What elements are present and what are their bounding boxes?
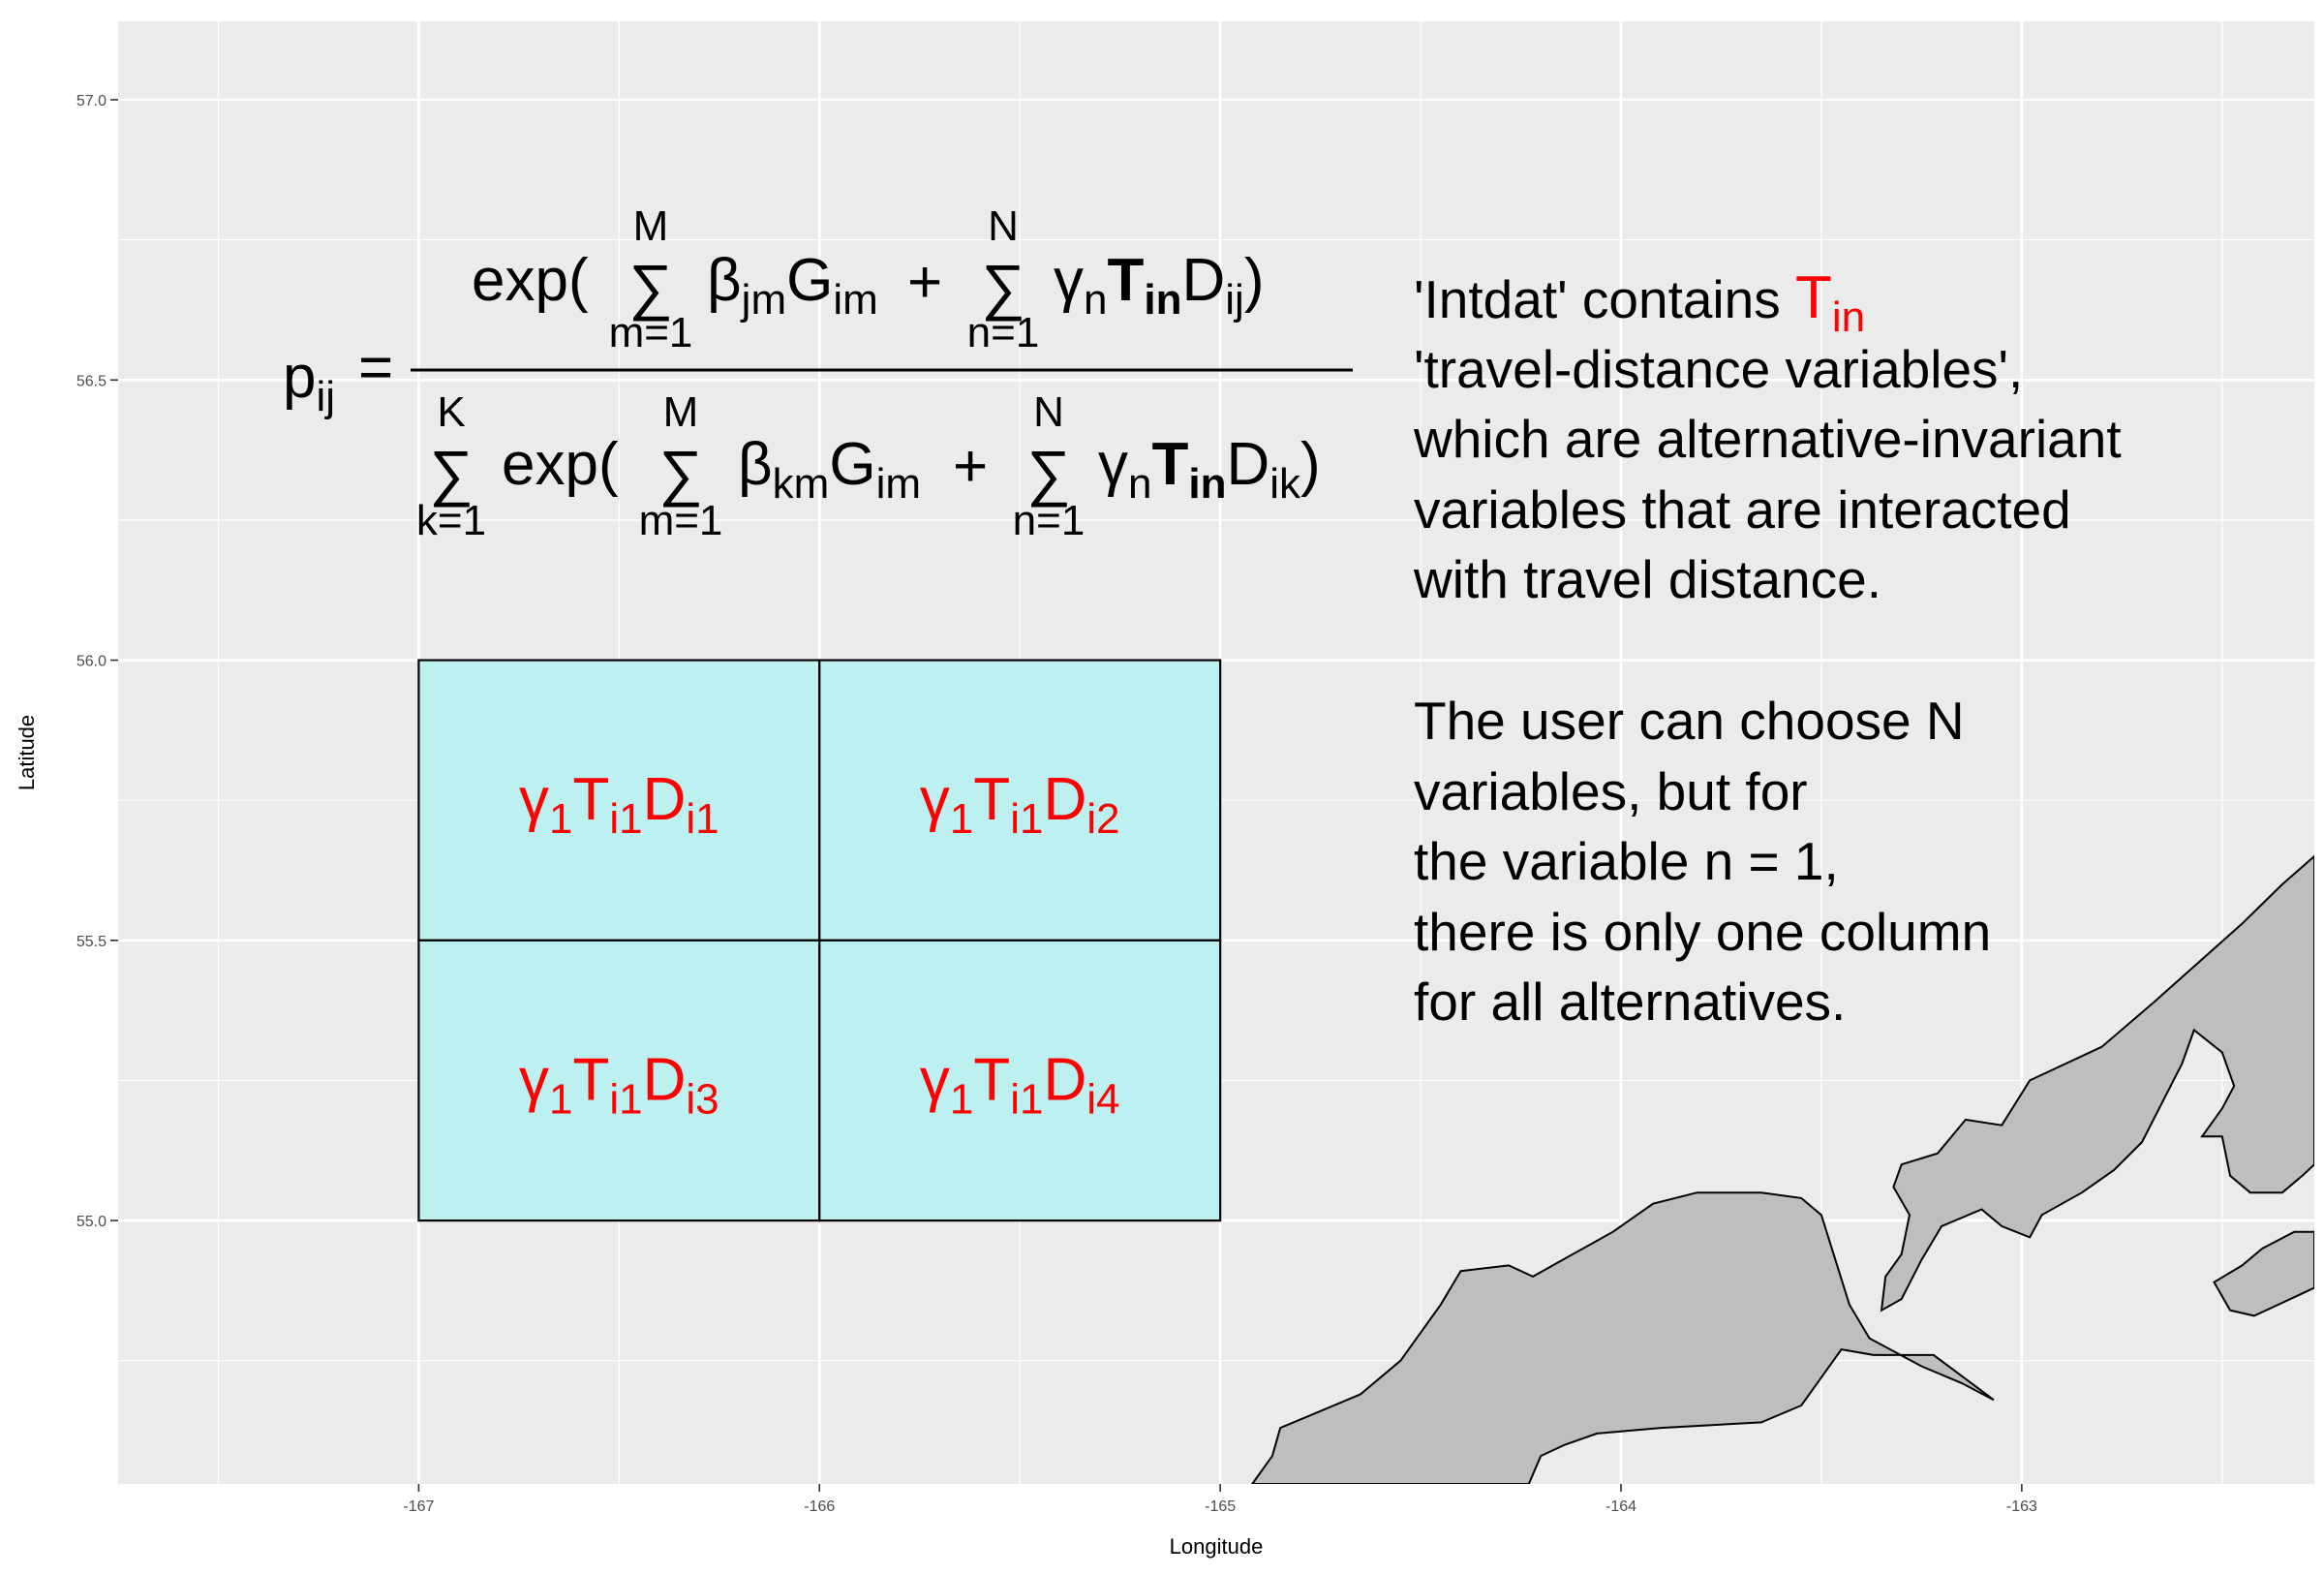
- note-line-1: 'Intdat' contains Tin: [1414, 264, 1865, 341]
- denominator-sum-m-lower: m=1: [639, 497, 723, 544]
- y-tick-label: 55.0: [76, 1214, 107, 1230]
- denominator-sum-n-upper: N: [1033, 388, 1064, 436]
- axes: -167 -166 -165 -164 -163 55.0 55.5 56.0 56.5 57.0: [76, 93, 2037, 1515]
- denominator-plus: +: [953, 433, 988, 500]
- numerator-gamma-term: γnTinDij): [1054, 247, 1264, 324]
- denominator-sum-m: ∑: [658, 438, 703, 508]
- note-line-2: 'travel-distance variables',: [1414, 339, 2023, 399]
- grid-cell-1: [417, 659, 821, 942]
- note-line-6: The user can choose N: [1414, 691, 1965, 751]
- land-coast-island: [2213, 1230, 2314, 1317]
- cell-label-3: γ1Ti1Di3: [519, 1046, 719, 1123]
- denominator-sum-n: ∑: [1026, 438, 1071, 508]
- note-line-10: for all alternatives.: [1414, 972, 1846, 1032]
- y-tick-label: 56.0: [76, 654, 107, 670]
- x-axis-title: Longitude: [1170, 1534, 1264, 1559]
- x-tick-label: -165: [1205, 1498, 1236, 1515]
- denominator-sum-k-upper: K: [437, 388, 465, 436]
- y-tick-label: 55.5: [76, 934, 107, 950]
- note-line-4: variables that are interacted: [1414, 479, 2071, 540]
- x-tick-label: -167: [403, 1498, 434, 1515]
- note-line-3: which are alternative-invariant: [1413, 409, 2122, 469]
- x-tick-label: -163: [2006, 1498, 2037, 1515]
- denominator-exp: exp(: [502, 431, 619, 498]
- numerator-sum-n-upper: N: [988, 202, 1019, 250]
- annotation-text: 'Intdat' contains Tin 'travel-distance v…: [1413, 264, 2122, 1032]
- numerator-exp: exp(: [472, 247, 589, 314]
- denominator-sum-k: ∑: [429, 438, 474, 508]
- grid-cell-4: [818, 939, 1222, 1222]
- numerator-beta-term: βjmGim: [707, 247, 878, 324]
- denominator-sum-n-lower: n=1: [1013, 497, 1086, 544]
- land-coast-east: [1880, 854, 2314, 1312]
- grid-cell-3: [417, 939, 821, 1222]
- numerator-sum-m: ∑: [628, 252, 673, 322]
- y-tick-label: 56.5: [76, 373, 107, 389]
- note-line-9: there is only one column: [1414, 902, 1991, 962]
- land-layer: [1250, 854, 2314, 1484]
- x-tick-label: -166: [804, 1498, 835, 1515]
- numerator-sum-n-lower: n=1: [967, 309, 1040, 356]
- y-axis-title: Latitude: [15, 715, 39, 790]
- numerator-sum-m-upper: M: [633, 202, 669, 250]
- formula-equals: =: [358, 334, 393, 401]
- grid-cells: γ1Ti1Di1 γ1Ti1Di2 γ1Ti1Di3 γ1Ti1Di4: [417, 659, 1222, 1222]
- formula-lhs: pij: [283, 344, 335, 420]
- formula: pij = exp( M ∑ m=1 βjmGim + N ∑ n=1 γnTi…: [283, 202, 1353, 544]
- numerator-sum-n: ∑: [981, 252, 1025, 322]
- grid-cell-2: [818, 659, 1222, 942]
- y-tick-label: 57.0: [76, 93, 107, 109]
- denominator-gamma-term: γnTinDik): [1098, 431, 1321, 508]
- note-line-8: the variable n = 1,: [1414, 831, 1839, 891]
- denominator-beta-term: βkmGim: [738, 431, 921, 508]
- denominator-sum-k-lower: k=1: [416, 497, 486, 544]
- numerator-sum-m-lower: m=1: [609, 309, 693, 356]
- cell-label-4: γ1Ti1Di4: [920, 1046, 1120, 1123]
- land-coast-main: [1250, 1191, 1995, 1484]
- note-line-7: variables, but for: [1414, 761, 1808, 821]
- cell-label-2: γ1Ti1Di2: [920, 766, 1120, 843]
- note-line-5: with travel distance.: [1413, 549, 1881, 609]
- denominator-sum-m-upper: M: [663, 388, 699, 436]
- cell-label-1: γ1Ti1Di1: [519, 766, 719, 843]
- numerator-plus: +: [907, 249, 942, 316]
- x-tick-label: -164: [1605, 1498, 1636, 1515]
